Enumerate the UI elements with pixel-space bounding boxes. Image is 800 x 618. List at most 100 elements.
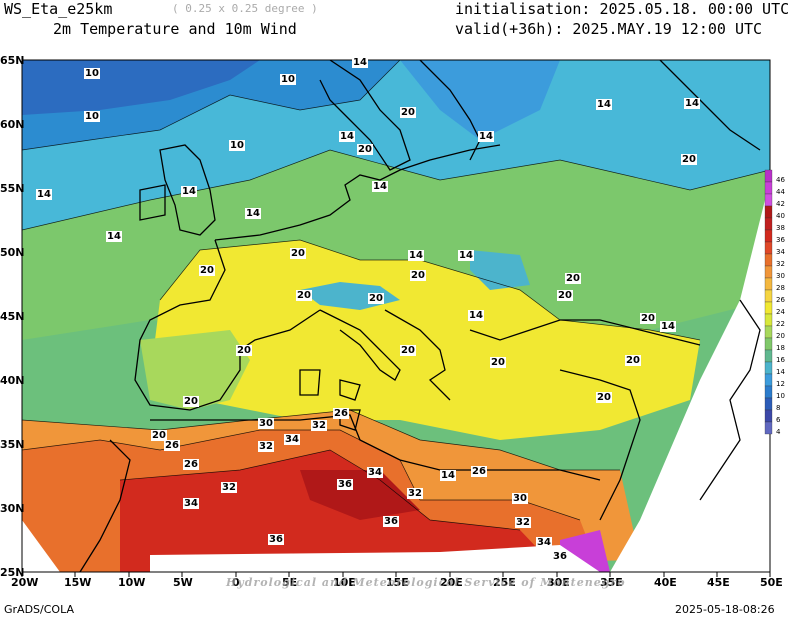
colorbar-swatch	[764, 205, 773, 219]
colorbar-level-label: 6	[776, 416, 781, 424]
colorbar-swatch	[764, 169, 773, 183]
contour-label: 14	[372, 181, 388, 192]
colorbar-level-label: 32	[776, 260, 785, 268]
colorbar-swatch	[764, 325, 773, 339]
lon-tick-label: 25E	[493, 576, 516, 589]
lon-tick-label: 10W	[118, 576, 146, 589]
lon-tick-label: 10E	[333, 576, 356, 589]
colorbar	[764, 169, 773, 435]
software-credit: GrADS/COLA	[4, 603, 74, 616]
contour-label: 20	[199, 265, 215, 276]
colorbar-swatch	[764, 277, 773, 291]
colorbar-swatch	[764, 349, 773, 363]
lat-tick-label: 55N	[0, 182, 25, 195]
contour-label: 34	[367, 467, 383, 478]
lon-tick-label: 30E	[547, 576, 570, 589]
contour-label: 14	[106, 231, 122, 242]
model-name: WS_Eta_e25km	[4, 0, 113, 18]
colorbar-swatch	[764, 265, 773, 279]
lat-tick-label: 45N	[0, 310, 25, 323]
colorbar-swatch	[764, 421, 773, 435]
colorbar-level-label: 20	[776, 332, 785, 340]
colorbar-swatch	[764, 301, 773, 315]
colorbar-level-label: 14	[776, 368, 785, 376]
lat-tick-label: 30N	[0, 502, 25, 515]
iberia-field	[140, 330, 250, 410]
lon-tick-label: 50E	[760, 576, 783, 589]
contour-label: 14	[684, 98, 700, 109]
contour-label: 14	[660, 321, 676, 332]
colorbar-swatch	[764, 241, 773, 255]
contour-label: 14	[352, 57, 368, 68]
colorbar-level-label: 44	[776, 188, 785, 196]
render-timestamp: 2025-05-18-08:26	[675, 603, 775, 616]
contour-label: 34	[536, 537, 552, 548]
contour-label: 14	[468, 310, 484, 321]
colorbar-level-label: 12	[776, 380, 785, 388]
colorbar-swatch	[764, 313, 773, 327]
carpathian-cold	[470, 250, 530, 290]
outside-domain-south	[150, 545, 600, 572]
contour-label: 32	[258, 441, 274, 452]
contour-label: 36	[383, 516, 399, 527]
colorbar-swatch	[764, 397, 773, 411]
lat-tick-label: 35N	[0, 438, 25, 451]
lon-tick-label: 15E	[386, 576, 409, 589]
contour-label: 32	[221, 482, 237, 493]
axis-ticks	[21, 572, 771, 577]
colorbar-level-label: 26	[776, 296, 785, 304]
contour-label: 14	[596, 99, 612, 110]
lon-tick-label: 5E	[282, 576, 298, 589]
contour-label: 20	[236, 345, 252, 356]
contour-label: 10	[84, 68, 100, 79]
coldest-region	[22, 60, 260, 115]
lon-tick-label: 20W	[11, 576, 39, 589]
contour-label: 20	[151, 430, 167, 441]
colorbar-level-label: 10	[776, 392, 785, 400]
lat-tick-label: 50N	[0, 246, 25, 259]
colorbar-level-label: 24	[776, 308, 785, 316]
contour-label: 32	[407, 488, 423, 499]
contour-label: 32	[515, 517, 531, 528]
colorbar-swatch	[764, 361, 773, 375]
colorbar-level-label: 22	[776, 320, 785, 328]
contour-label: 14	[181, 186, 197, 197]
contour-label: 26	[183, 459, 199, 470]
contour-label: 10	[84, 111, 100, 122]
colorbar-level-label: 8	[776, 404, 781, 412]
lat-tick-label: 60N	[0, 118, 25, 131]
contour-label: 34	[183, 498, 199, 509]
contour-label: 32	[311, 420, 327, 431]
contour-label: 26	[333, 408, 349, 419]
lon-tick-label: 40E	[654, 576, 677, 589]
contour-label: 20	[183, 396, 199, 407]
colorbar-swatch	[764, 253, 773, 267]
contour-label: 14	[408, 250, 424, 261]
contour-label: 20	[296, 290, 312, 301]
contour-label: 10	[280, 74, 296, 85]
warm-region	[150, 240, 700, 440]
lon-tick-label: 15W	[64, 576, 92, 589]
contour-label: 20	[368, 293, 384, 304]
colorbar-swatch	[764, 373, 773, 387]
contour-label: 14	[440, 470, 456, 481]
colorbar-level-label: 16	[776, 356, 785, 364]
contour-label: 26	[164, 440, 180, 451]
init-time: initialisation: 2025.05.18. 00:00 UTC	[455, 0, 790, 18]
grid-resolution: ( 0.25 x 0.25 degree )	[172, 2, 318, 15]
lat-tick-label: 40N	[0, 374, 25, 387]
colorbar-level-label: 4	[776, 428, 781, 436]
colorbar-swatch	[764, 337, 773, 351]
contour-label: 34	[284, 434, 300, 445]
contour-label: 20	[490, 357, 506, 368]
colorbar-swatch	[764, 193, 773, 207]
colorbar-level-label: 18	[776, 344, 785, 352]
contour-label: 20	[565, 273, 581, 284]
colorbar-level-label: 36	[776, 236, 785, 244]
contour-label: 14	[478, 131, 494, 142]
lon-tick-label: 0	[232, 576, 240, 589]
contour-label: 10	[229, 140, 245, 151]
contour-label: 26	[471, 466, 487, 477]
contour-label: 30	[512, 493, 528, 504]
